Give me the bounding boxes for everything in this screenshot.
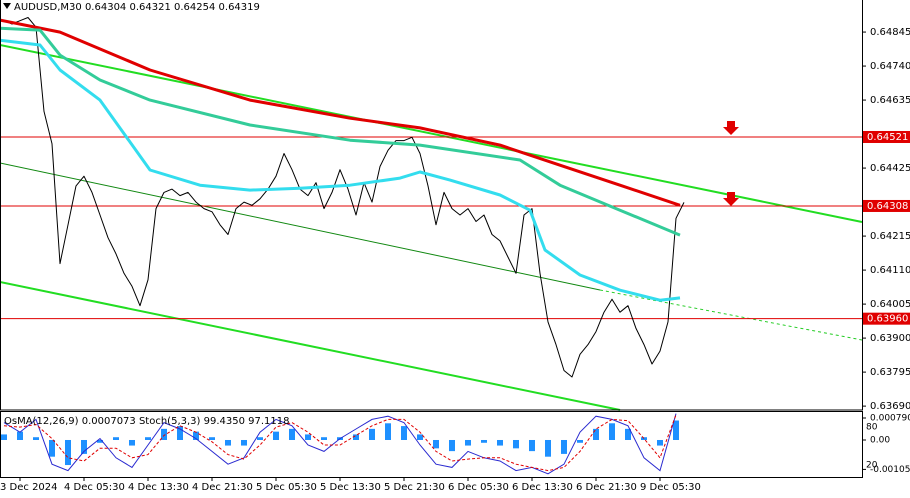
osma-bar (545, 439, 551, 457)
trendline-middle-extension (599, 289, 863, 341)
osma-bar (113, 437, 119, 440)
price-line (0, 26, 681, 237)
osma-bar (305, 434, 311, 440)
x-tick-label: 5 Dec 13:30 (320, 482, 381, 493)
y-tick-label: 0.64005 (870, 299, 910, 310)
osma-bar (289, 428, 295, 440)
osma-bar (369, 428, 375, 440)
y2-tick-label: 80 (866, 422, 878, 432)
y-tick-label: 0.64845 (870, 27, 910, 38)
osma-bar (641, 437, 647, 440)
osma-bar (241, 439, 247, 446)
osma-bar (385, 423, 391, 440)
osma-bar (465, 439, 471, 446)
osma-bar (161, 428, 167, 440)
osma-bar (561, 439, 567, 454)
osma-bar (225, 439, 231, 446)
y-tick-label: 0.00 (870, 435, 890, 445)
sell-arrow (723, 192, 739, 206)
osma-bar (401, 426, 407, 440)
osma-bar (417, 434, 423, 440)
trendline-middle (0, 162, 601, 291)
osma-bar (273, 431, 279, 440)
osma-bar (529, 439, 535, 452)
level-label: 0.64308 (867, 201, 908, 212)
y-tick-label: 0.64215 (870, 231, 910, 242)
osma-bar (625, 428, 631, 440)
osma-bar (33, 437, 39, 440)
level-label-box (863, 130, 910, 143)
y-tick-label: 0.0007904 (870, 413, 910, 423)
osma-bar (257, 437, 263, 440)
y-tick-label: 0.64425 (870, 163, 910, 174)
plot-layer (0, 17, 862, 475)
x-tick-label: 6 Dec 05:30 (448, 482, 509, 493)
osma-bar (481, 439, 487, 443)
osma-bar (577, 439, 583, 443)
price-line (3, 17, 685, 378)
x-tick-label: 4 Dec 13:30 (128, 482, 189, 493)
osma-bar (209, 437, 215, 440)
osma-bar (193, 431, 199, 440)
osma-bar (49, 439, 55, 457)
osma-bar (593, 428, 599, 440)
price-line (0, 18, 681, 207)
symbol-menu-icon[interactable] (3, 3, 11, 9)
osma-bar (65, 439, 71, 466)
osma-bar (433, 439, 439, 449)
level-label: 0.64521 (867, 132, 908, 143)
osma-bar (609, 423, 615, 440)
osma-bar (81, 439, 87, 454)
x-tick-label: 3 Dec 2024 (0, 482, 58, 493)
x-tick-label: 6 Dec 21:30 (576, 482, 637, 493)
y-tick-label: 0.64635 (870, 95, 910, 106)
x-tick-label: 6 Dec 13:30 (512, 482, 573, 493)
osma-bar (97, 439, 103, 443)
osma-bar (321, 437, 327, 440)
sell-arrow (723, 121, 739, 135)
osma-bar (497, 439, 503, 446)
osma-bar (177, 426, 183, 440)
osma-bar (449, 439, 455, 452)
y-tick-label: -0.001057 (870, 465, 910, 475)
stoch-line (3, 413, 677, 475)
level-label: 0.63960 (867, 314, 908, 325)
label-layer: 3 Dec 2024 4 Dec 05:30 4 Dec 13:30 4 Dec 21… (0, 27, 910, 493)
osma-bar (673, 420, 679, 440)
y-tick-label: 0.64740 (870, 61, 910, 72)
y2-tick-label: 20 (866, 461, 878, 471)
trendline-upper (0, 44, 863, 223)
indicator-panel-frame (0, 411, 863, 478)
indicator-title: OsMA(12,26,9) 0.0007073 Stoch(5,3,3) 99.… (4, 416, 290, 427)
osma-bar (353, 434, 359, 440)
osma-bar (145, 437, 151, 440)
x-tick-label: 5 Dec 05:30 (256, 482, 317, 493)
main-panel-frame (0, 0, 863, 411)
level-label-box (863, 199, 910, 212)
osma-bar (17, 431, 23, 440)
y-tick-label: 0.63900 (870, 333, 910, 344)
chart-title: AUDUSD,M30 0.64304 0.64321 0.64254 0.643… (14, 2, 260, 13)
osma-bar (657, 439, 663, 446)
osma-bar (129, 439, 135, 446)
trendline-lower (0, 281, 621, 411)
osma-bar (513, 439, 519, 449)
x-tick-label: 9 Dec 05:30 (640, 482, 701, 493)
price-line (0, 38, 681, 302)
y-tick-label: 0.63795 (870, 367, 910, 378)
y-tick-label: 0.63690 (870, 401, 910, 412)
level-label-box (863, 312, 910, 325)
y-tick-label: 0.64110 (870, 265, 910, 276)
x-tick-label: 5 Dec 21:30 (384, 482, 445, 493)
stoch-line (3, 414, 677, 472)
x-tick-label: 4 Dec 05:30 (64, 482, 125, 493)
osma-bar (1, 434, 7, 440)
x-tick-label: 4 Dec 21:30 (192, 482, 253, 493)
